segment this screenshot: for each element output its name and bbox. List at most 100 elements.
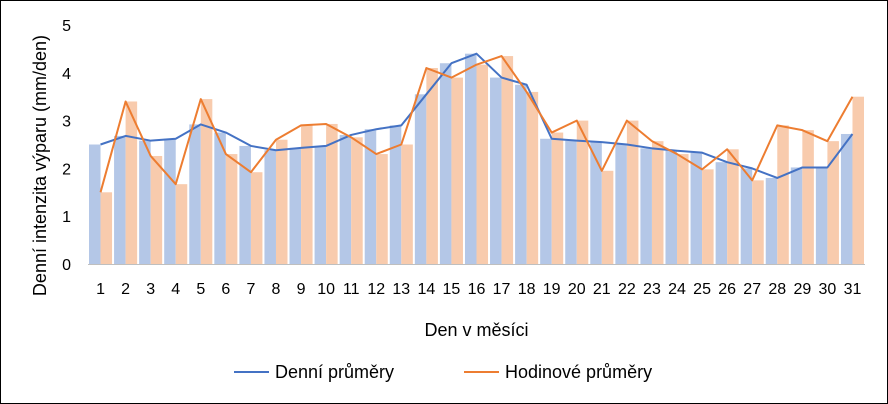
bar-s1-d25: [702, 169, 714, 264]
x-tick-label-18: 18: [518, 281, 536, 298]
bar-s0-d23: [640, 148, 652, 264]
line-series-3: [99, 55, 854, 193]
bar-s0-d9: [289, 147, 302, 264]
y-tick-label-4: 4: [62, 66, 71, 83]
x-tick-label-1: 1: [96, 281, 105, 298]
bar-s1-d2: [125, 101, 138, 264]
bar-s1-d31: [852, 96, 864, 264]
x-tick-label-30: 30: [819, 281, 837, 298]
y-tick-labels: 0 1 2 3 4 5: [62, 18, 71, 274]
bar-s1-d15: [451, 77, 463, 264]
bar-s1-d24: [677, 154, 689, 264]
x-tick-label-23: 23: [643, 281, 661, 298]
bar-s0-d7: [239, 145, 251, 264]
bar-s1-d17: [501, 56, 514, 264]
legend: Denní průměry Hodinové průměry: [234, 362, 652, 382]
bar-s1-d20: [576, 120, 589, 264]
bar-s1-d26: [727, 149, 739, 264]
bar-s1-d14: [426, 68, 438, 265]
bar-s0-d13: [389, 125, 402, 264]
y-tick-label-2: 2: [62, 161, 71, 178]
y-tick-label-5: 5: [62, 18, 71, 35]
bar-s1-d10: [326, 123, 338, 264]
x-tick-label-4: 4: [171, 281, 180, 298]
bar-s0-d8: [264, 150, 276, 264]
bar-s0-d6: [214, 132, 226, 264]
bar-s0-d31: [840, 133, 853, 264]
bar-s1-d9: [301, 125, 313, 264]
bar-s1-d28: [777, 125, 789, 264]
x-axis-title: Den v měsíci: [424, 320, 528, 340]
x-tick-label-14: 14: [417, 281, 435, 298]
x-tick-label-8: 8: [272, 281, 281, 298]
bar-s0-d21: [590, 142, 602, 264]
x-tick-label-17: 17: [493, 281, 511, 298]
bar-s1-d27: [752, 180, 764, 264]
x-tick-label-29: 29: [793, 281, 811, 298]
bar-s0-d25: [690, 152, 703, 264]
bar-s0-d18: [515, 84, 527, 264]
x-tick-label-19: 19: [543, 281, 561, 298]
bar-s0-d5: [189, 124, 201, 264]
bar-s0-d10: [314, 145, 327, 264]
bar-s1-d29: [802, 130, 814, 264]
bar-s1-d16: [476, 64, 489, 264]
x-tick-label-3: 3: [146, 281, 155, 298]
bar-s0-d16: [464, 53, 477, 265]
x-tick-label-26: 26: [718, 281, 736, 298]
lines-layer: [99, 52, 854, 193]
x-tick-labels: 1 2 3 4 5 6 7 8 9 10 11 12 13 14 15 16 17 18 19 20 21 22 23 24 2…: [96, 281, 861, 298]
bar-s0-d11: [339, 134, 352, 264]
bars-layer: [89, 53, 864, 265]
bar-s1-d4: [175, 184, 188, 264]
x-tick-label-28: 28: [768, 281, 786, 298]
bar-s1-d22: [626, 120, 639, 264]
y-axis-title: Denní intenzita výparu (mm/den): [30, 35, 50, 296]
bar-s1-d11: [351, 137, 363, 264]
bar-s1-d12: [376, 154, 388, 264]
bar-s1-d21: [601, 170, 614, 264]
bar-s0-d1: [89, 144, 101, 264]
bar-s0-d12: [364, 129, 377, 264]
x-tick-label-10: 10: [317, 281, 335, 298]
x-tick-label-27: 27: [743, 281, 761, 298]
bar-s0-d30: [815, 167, 828, 264]
bar-s0-d24: [665, 150, 678, 264]
x-tick-label-6: 6: [221, 281, 230, 298]
bar-s1-d5: [200, 99, 213, 264]
x-tick-label-31: 31: [844, 281, 862, 298]
bar-s1-d1: [100, 192, 113, 264]
bar-s1-d18: [526, 91, 539, 264]
bar-s0-d15: [439, 63, 452, 264]
x-tick-label-12: 12: [367, 281, 385, 298]
bar-s0-d19: [540, 138, 552, 264]
bar-s0-d14: [414, 94, 427, 264]
bar-s1-d7: [250, 172, 263, 264]
bar-s0-d22: [615, 144, 627, 264]
bar-s1-d8: [275, 139, 288, 264]
bar-s1-d23: [651, 141, 664, 264]
legend-label-1: Hodinové průměry: [505, 362, 652, 382]
x-tick-label-20: 20: [568, 281, 586, 298]
x-tick-label-24: 24: [668, 281, 686, 298]
line-series-2: [100, 52, 854, 179]
x-tick-label-5: 5: [196, 281, 205, 298]
legend-label-0: Denní průměry: [275, 362, 394, 382]
x-tick-label-13: 13: [392, 281, 410, 298]
x-tick-label-15: 15: [443, 281, 461, 298]
bar-s0-d29: [790, 167, 803, 264]
bar-s0-d27: [740, 168, 753, 264]
y-tick-label-0: 0: [62, 257, 71, 274]
x-tick-label-22: 22: [618, 281, 636, 298]
x-tick-label-21: 21: [593, 281, 611, 298]
bar-s1-d30: [827, 141, 839, 264]
x-tick-label-11: 11: [343, 281, 360, 298]
x-tick-label-2: 2: [121, 281, 130, 298]
bar-s0-d26: [715, 162, 728, 264]
bar-s0-d20: [565, 140, 577, 264]
bar-s0-d2: [114, 135, 126, 264]
x-tick-label-16: 16: [468, 281, 486, 298]
bar-s1-d6: [225, 154, 238, 264]
